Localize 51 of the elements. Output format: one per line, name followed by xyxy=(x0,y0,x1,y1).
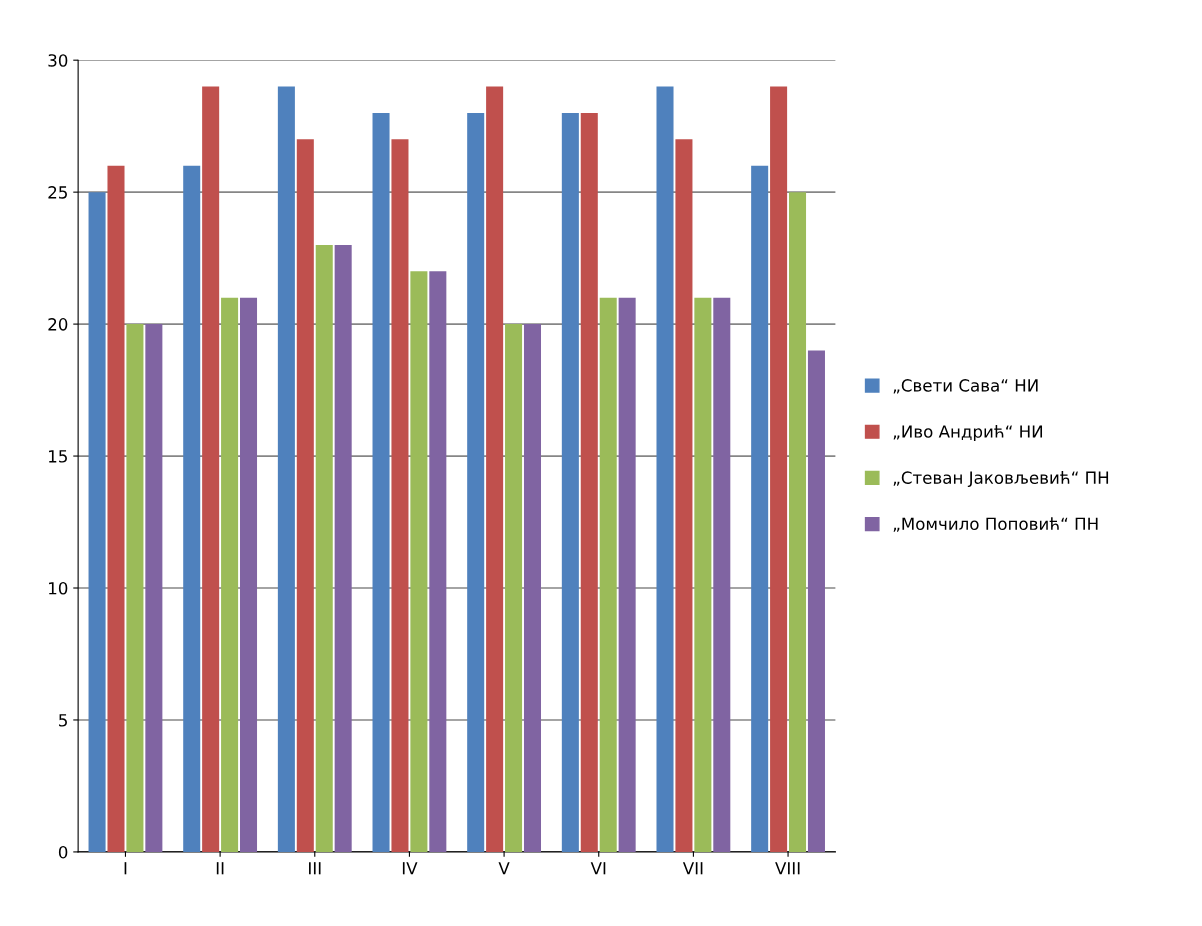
bar xyxy=(372,112,390,852)
x-tick-label: I xyxy=(124,862,127,875)
bar xyxy=(694,297,712,852)
bar xyxy=(239,297,258,852)
bar xyxy=(618,297,636,852)
bar xyxy=(770,86,788,852)
bar xyxy=(296,139,314,852)
legend-label: „Иво Андрић“ НИ xyxy=(893,424,1043,442)
bar xyxy=(391,139,409,852)
y-tick-label: 30 xyxy=(48,54,68,67)
bar xyxy=(523,324,542,852)
x-tick-label: VII xyxy=(682,862,703,875)
bar xyxy=(580,112,598,852)
bar xyxy=(656,86,674,852)
y-tick-label: 0 xyxy=(58,845,68,859)
bar xyxy=(561,112,579,852)
bar xyxy=(277,86,295,852)
y-tick-label: 5 xyxy=(59,714,67,727)
x-tick-label: VI xyxy=(590,862,606,875)
bar xyxy=(88,192,106,852)
bar xyxy=(429,271,447,852)
bar xyxy=(751,165,769,852)
bar xyxy=(202,86,220,852)
bar xyxy=(334,244,352,852)
bar xyxy=(486,86,504,852)
bar xyxy=(807,350,825,852)
x-tick-label: III xyxy=(309,862,321,875)
bar xyxy=(789,192,807,852)
legend-label: „Свети Сава“ НИ xyxy=(893,379,1038,394)
bar xyxy=(599,297,617,852)
bar xyxy=(713,297,731,852)
x-tick-label: V xyxy=(498,862,510,875)
legend-label: „Момчило Поповић“ ПН xyxy=(893,517,1098,532)
bar xyxy=(505,324,523,852)
y-tick-label: 10 xyxy=(49,581,68,595)
bar xyxy=(410,271,428,852)
bar xyxy=(183,165,201,852)
y-tick-label: 20 xyxy=(48,318,68,331)
x-tick-label: IV xyxy=(402,862,418,875)
x-tick-label: II xyxy=(216,862,224,875)
legend-label: „Стеван Јаковљевић“ ПН xyxy=(893,471,1109,488)
bar xyxy=(107,165,125,852)
bar xyxy=(315,244,333,852)
bar xyxy=(675,139,693,852)
bar xyxy=(467,112,485,852)
y-tick-label: 15 xyxy=(49,450,67,463)
bar xyxy=(126,324,144,852)
bar xyxy=(145,324,163,852)
y-tick-label: 25 xyxy=(48,186,67,199)
x-tick-label: VIII xyxy=(775,862,800,875)
bar xyxy=(221,297,239,852)
